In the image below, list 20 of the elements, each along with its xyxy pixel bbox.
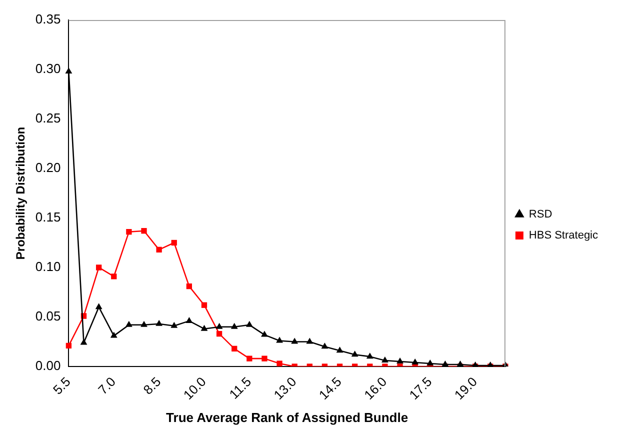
y-tick-label: 0.00 (35, 358, 61, 374)
y-tick-label: 0.30 (35, 61, 61, 76)
x-tick-label: 7.0 (95, 374, 119, 398)
y-tick-label: 0.05 (35, 308, 61, 324)
y-tick-label: 0.20 (35, 160, 61, 176)
x-tick-label: 10.0 (180, 374, 209, 403)
y-axis-title: Probability Distribution (14, 126, 28, 260)
x-tick-label: 8.5 (140, 374, 164, 398)
legend-label: HBS Strategic (528, 230, 598, 242)
y-tick-label: 0.15 (35, 210, 61, 225)
x-tick-label: 13.0 (270, 374, 300, 403)
y-tick-label: 0.35 (35, 12, 61, 27)
x-tick-label: 19.0 (451, 374, 480, 403)
x-tick-label: 16.0 (361, 374, 390, 403)
x-axis-title: True Average Rank of Assigned Bundle (166, 410, 408, 425)
y-tick-label: 0.25 (35, 110, 61, 126)
x-tick-label: 5.5 (50, 374, 74, 398)
x-tick-label: 11.5 (226, 374, 254, 402)
y-tick-label: 0.10 (35, 259, 61, 274)
legend-label: RSD (528, 208, 552, 221)
